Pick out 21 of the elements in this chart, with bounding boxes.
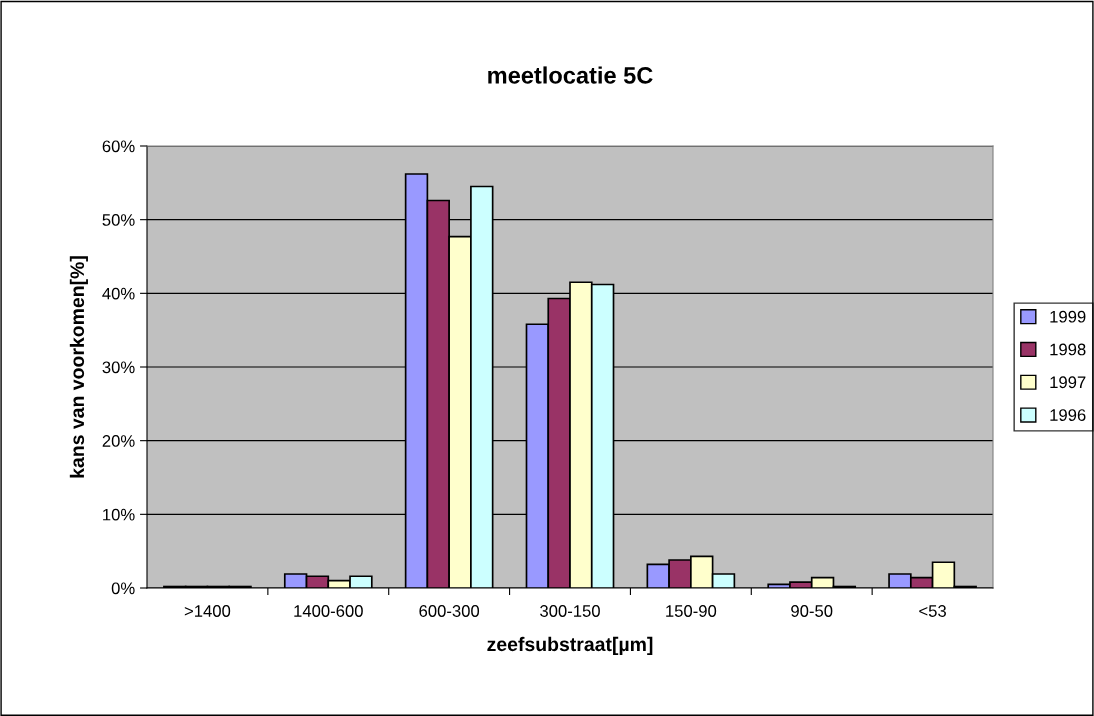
y-tick-label: 60%	[102, 140, 135, 153]
legend-label: 1997	[1050, 376, 1086, 389]
legend-label: 1996	[1050, 409, 1086, 421]
x-tick-label: 600-300	[419, 605, 480, 617]
x-tick-label: 150-90	[666, 605, 717, 617]
chart-title: meetlocatie 5C	[488, 66, 653, 84]
y-tick-label: 50%	[102, 214, 135, 226]
legend-label: 1998	[1050, 343, 1086, 356]
x-tick-label: 90-50	[791, 605, 833, 617]
y-tick-label: 10%	[103, 508, 135, 521]
x-axis-title: zeefsubstraat[µm]	[487, 636, 653, 655]
x-tick-label: >1400	[184, 605, 231, 617]
y-tick-label: 20%	[102, 435, 135, 447]
x-tick-label: 1400-600	[294, 605, 363, 617]
y-tick-label: 40%	[102, 287, 135, 300]
y-tick-label: 30%	[102, 361, 135, 374]
legend-label: 1999	[1050, 310, 1086, 323]
y-tick-label: 0%	[111, 582, 135, 595]
y-axis-title: kans van voorkomen[%]	[69, 256, 88, 478]
x-tick-label: 300-150	[540, 605, 600, 617]
x-tick-label: <53	[919, 605, 946, 617]
